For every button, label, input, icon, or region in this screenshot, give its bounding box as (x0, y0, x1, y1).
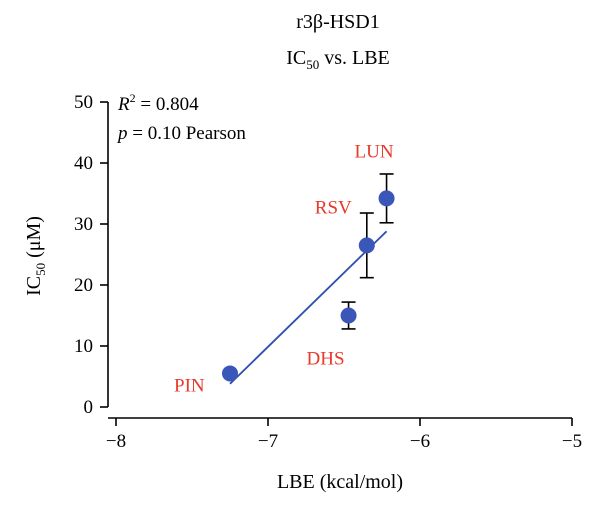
point-label-rsv: RSV (315, 197, 352, 218)
r-squared-symbol: R (117, 94, 130, 115)
x-tick-label: −6 (410, 431, 430, 452)
p-value: = 0.10 Pearson (128, 123, 247, 144)
y-axis-title: IC50 (μM) (23, 216, 48, 296)
y-axis: 0 10 20 30 40 50 (74, 92, 109, 418)
data-point-rsv (358, 237, 375, 254)
r-squared-value: = 0.804 (136, 94, 199, 115)
y-tick-label: 0 (84, 397, 94, 418)
y-tick-label: 40 (74, 153, 93, 174)
point-label-dhs: DHS (307, 349, 345, 370)
x-ticks: −8 −7 −6 −5 (106, 418, 582, 452)
chart-title-ic: IC (286, 47, 306, 69)
chart-title-line1: r3β-HSD1 (296, 11, 380, 33)
point-label-lun: LUN (355, 141, 394, 162)
x-tick-label: −5 (562, 431, 582, 452)
regression-line (229, 230, 388, 385)
p-symbol: p (116, 123, 128, 144)
y-tick-label: 10 (74, 336, 93, 357)
data-point-lun (378, 190, 395, 207)
y-tick-label: 30 (74, 214, 93, 235)
chart-title-rest: vs. LBE (319, 47, 390, 69)
point-labels: PIN DHS RSV LUN (174, 141, 394, 396)
point-label-pin: PIN (174, 375, 205, 396)
chart-title-line2: IC50 vs. LBE (286, 47, 390, 72)
r-squared-annotation: R2 = 0.804 (117, 91, 199, 115)
y-axis-title-ic: IC (23, 276, 45, 296)
data-point-pin (222, 365, 238, 382)
x-tick-label: −7 (258, 431, 278, 452)
y-axis-title-rest: (μM) (23, 216, 45, 263)
y-tick-label: 20 (74, 275, 93, 296)
x-tick-label: −8 (106, 431, 126, 452)
y-ticks: 0 10 20 30 40 50 (74, 92, 108, 418)
r-squared-superscript: 2 (130, 91, 136, 105)
x-axis: −8 −7 −6 −5 (106, 417, 582, 452)
fit-line-group (229, 230, 388, 385)
chart-title-subscript: 50 (306, 57, 319, 72)
p-value-annotation: p = 0.10 Pearson (116, 123, 246, 144)
y-axis-title-subscript: 50 (33, 263, 48, 276)
y-tick-label: 50 (74, 92, 93, 113)
data-point-dhs (340, 307, 357, 324)
x-axis-title: LBE (kcal/mol) (277, 471, 403, 493)
data-points (222, 190, 395, 382)
